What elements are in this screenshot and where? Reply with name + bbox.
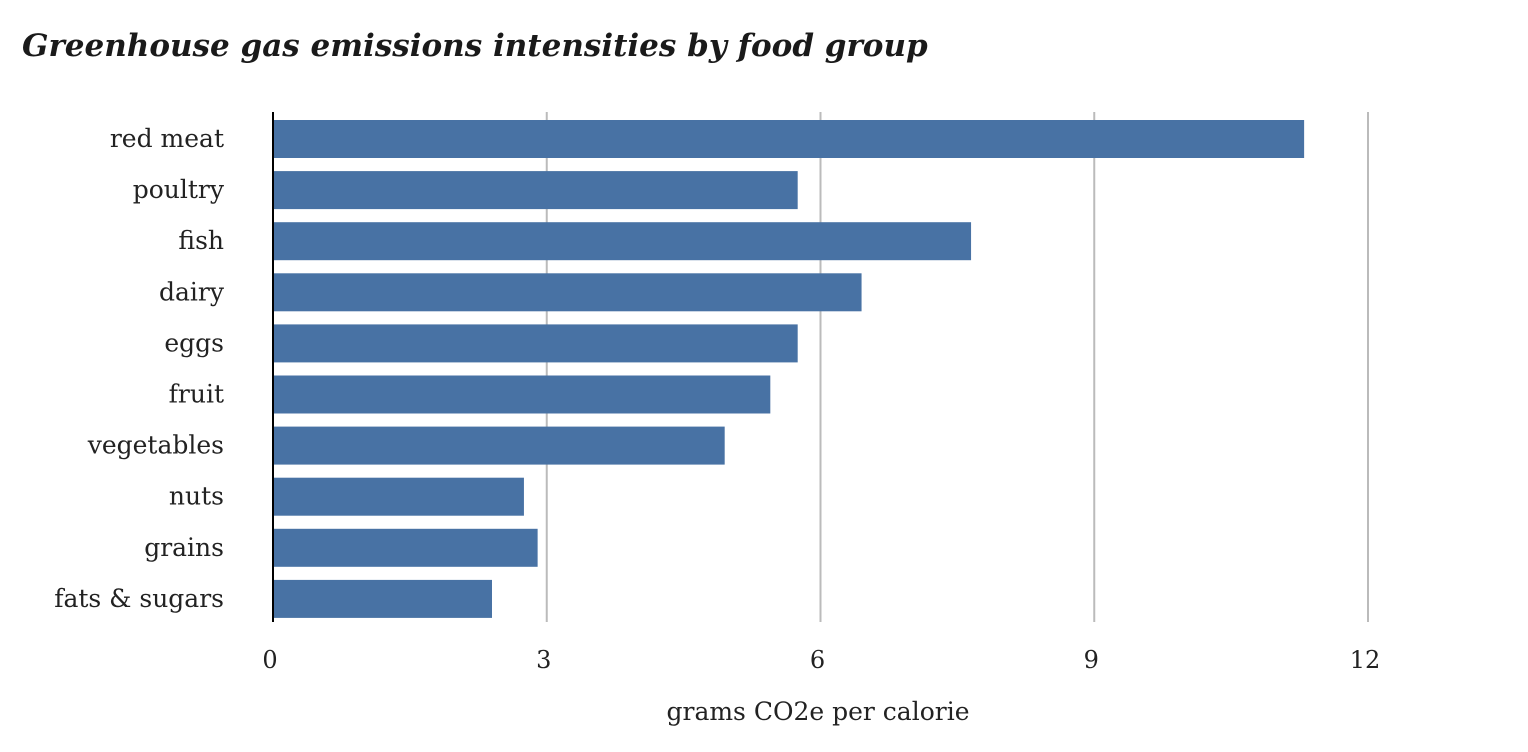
- category-label: fats & sugars: [54, 584, 224, 613]
- x-tick-label: 6: [810, 646, 825, 674]
- bar-vegetables: [273, 426, 725, 465]
- chart-title: Greenhouse gas emissions intensities by …: [22, 28, 928, 64]
- category-label: dairy: [159, 277, 225, 306]
- x-axis-title: grams CO2e per calorie: [666, 697, 969, 726]
- bar-fish: [273, 222, 972, 261]
- x-tick-label: 9: [1084, 646, 1099, 674]
- category-label: vegetables: [87, 431, 224, 460]
- bar-dairy: [273, 273, 862, 312]
- bar-poultry: [273, 171, 798, 210]
- x-tick-labels: 0 3 6 9 12: [262, 646, 1380, 674]
- category-labels: red meat poultry fish dairy eggs fruit vegetab…: [54, 124, 225, 613]
- bars: [273, 120, 1305, 618]
- category-label: fruit: [169, 380, 224, 409]
- category-label: grains: [144, 533, 224, 562]
- bar-eggs: [273, 324, 798, 363]
- category-label: red meat: [110, 124, 224, 153]
- bar-nuts: [273, 477, 524, 516]
- category-label: fish: [178, 226, 224, 255]
- x-tick-label: 12: [1350, 646, 1381, 674]
- bar-fats-sugars: [273, 579, 492, 618]
- bar-grains: [273, 528, 538, 567]
- bar-fruit: [273, 375, 771, 414]
- x-tick-label: 0: [262, 646, 277, 674]
- category-label: eggs: [164, 328, 224, 357]
- x-tick-label: 3: [536, 646, 551, 674]
- category-label: poultry: [133, 175, 225, 204]
- category-label: nuts: [169, 482, 224, 511]
- bar-red-meat: [273, 120, 1305, 158]
